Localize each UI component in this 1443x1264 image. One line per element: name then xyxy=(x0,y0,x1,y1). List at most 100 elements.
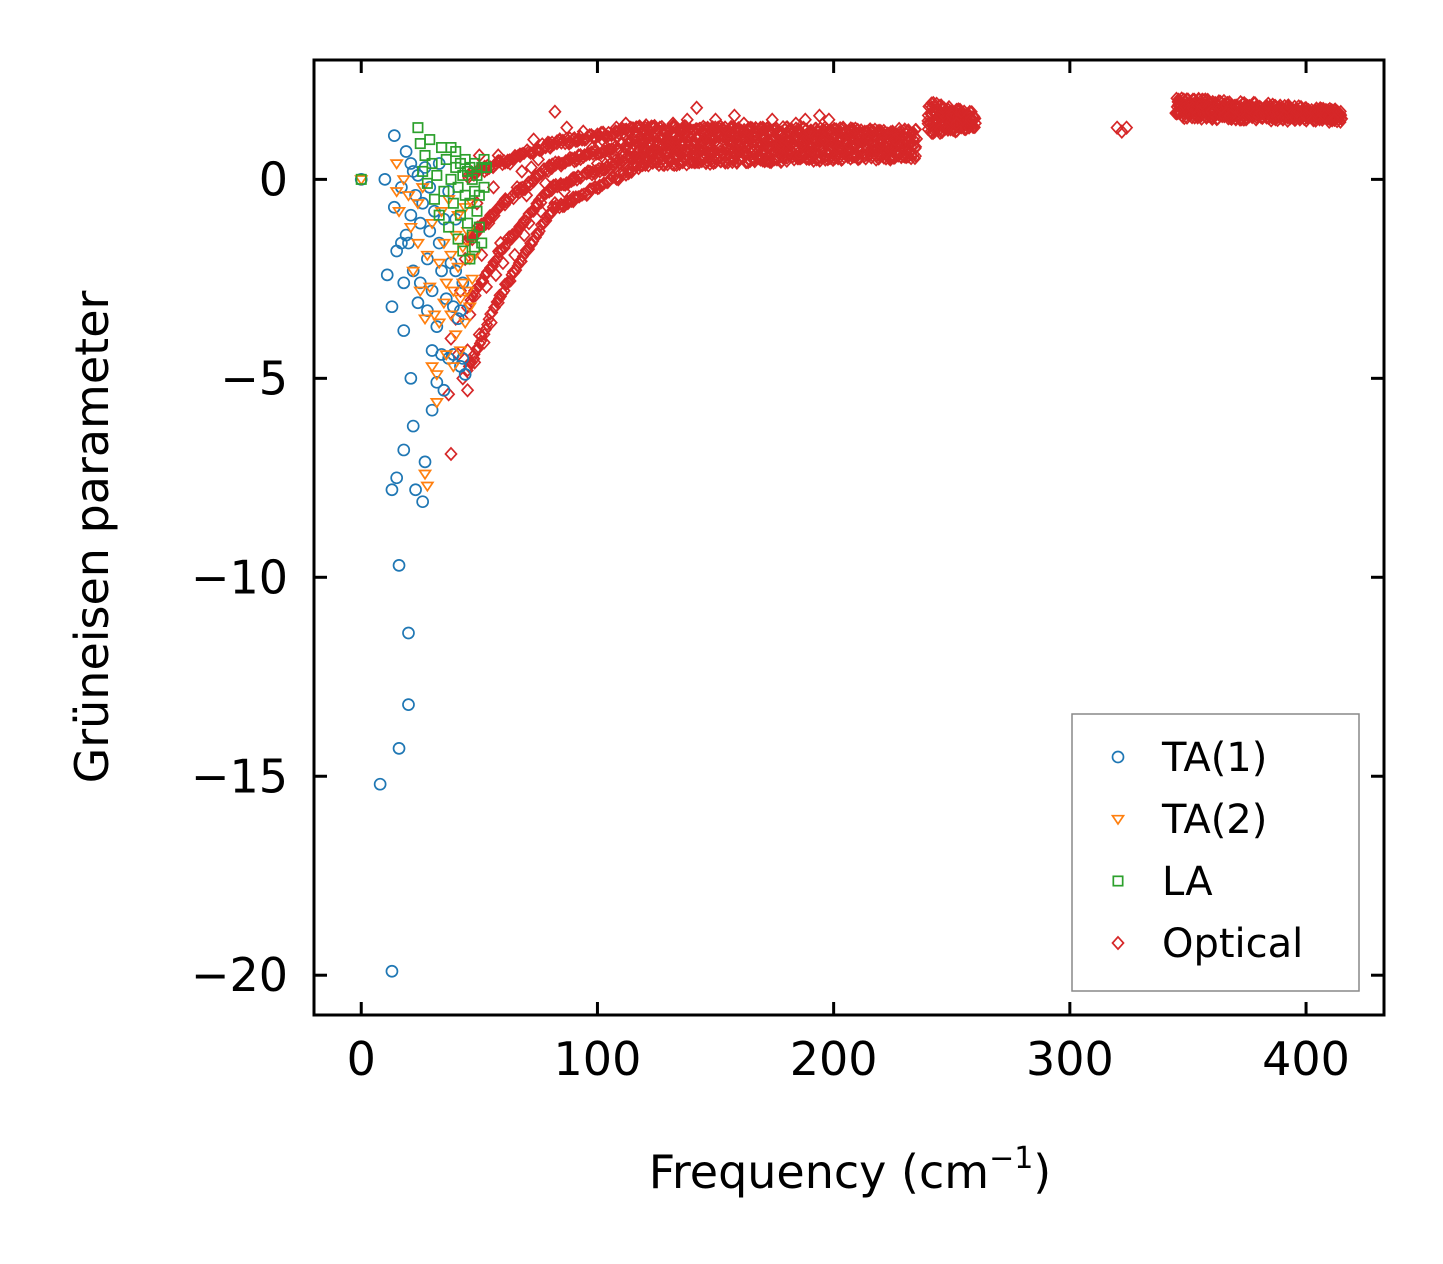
data-point xyxy=(930,112,945,128)
x-axis-label-exponent: −1 xyxy=(989,1141,1033,1176)
data-point xyxy=(531,152,546,167)
data-point xyxy=(455,278,470,290)
data-point xyxy=(557,183,572,199)
data-point xyxy=(444,446,458,462)
optical-band-point xyxy=(909,122,923,137)
data-point xyxy=(417,165,429,177)
data-point xyxy=(491,295,505,311)
data-point xyxy=(798,112,812,128)
legend-marker xyxy=(1112,875,1124,887)
data-point xyxy=(445,173,457,185)
data-point xyxy=(389,187,404,198)
optical-band-point xyxy=(535,166,548,181)
data-point xyxy=(410,238,426,250)
data-point xyxy=(478,181,490,193)
series-optical xyxy=(441,91,1349,462)
optical-band-point xyxy=(587,131,600,146)
optical-band-point xyxy=(517,182,530,197)
data-point xyxy=(534,203,548,219)
data-point xyxy=(765,112,779,128)
data-point xyxy=(418,455,432,469)
x-tick-label: 200 xyxy=(790,1032,878,1086)
data-point xyxy=(426,157,438,169)
data-point xyxy=(501,275,515,291)
data-point xyxy=(443,221,455,233)
data-point xyxy=(396,175,411,186)
data-point xyxy=(464,253,476,265)
optical-band-point xyxy=(463,355,476,370)
data-point xyxy=(595,132,609,147)
data-point xyxy=(656,128,671,143)
legend-item-ta-1-: TA(1) xyxy=(1111,735,1267,781)
data-point xyxy=(548,195,562,211)
data-point xyxy=(704,132,718,147)
optical-band-point xyxy=(539,163,553,178)
data-point xyxy=(586,140,600,155)
legend-box xyxy=(1071,713,1360,992)
x-tick-label: 300 xyxy=(1026,1032,1114,1086)
data-point xyxy=(789,116,803,131)
data-point xyxy=(453,346,468,357)
data-point xyxy=(756,120,770,135)
y-tick-label: 0 xyxy=(259,152,288,206)
data-point xyxy=(628,128,642,143)
data-point xyxy=(524,160,538,175)
data-point xyxy=(420,250,435,262)
data-point xyxy=(425,218,440,230)
optical-band-point xyxy=(524,178,537,192)
data-point xyxy=(751,148,765,163)
data-point xyxy=(831,140,846,155)
data-point xyxy=(416,196,430,210)
data-point xyxy=(505,227,520,243)
data-point xyxy=(949,116,964,131)
data-point xyxy=(452,233,464,245)
optical-band-point xyxy=(652,158,666,173)
data-point xyxy=(633,152,647,167)
data-point xyxy=(647,120,661,135)
optical-band-point xyxy=(968,111,981,125)
data-point xyxy=(538,176,553,191)
series-ta-2- xyxy=(354,159,482,493)
data-point xyxy=(694,140,709,155)
data-point xyxy=(438,185,450,197)
optical-band-point xyxy=(530,227,543,241)
data-point xyxy=(425,284,439,298)
data-point xyxy=(493,235,508,251)
data-point xyxy=(416,495,430,509)
data-point xyxy=(443,250,459,262)
data-point xyxy=(448,230,463,242)
data-point xyxy=(562,136,576,151)
data-point xyxy=(443,310,459,322)
data-point xyxy=(576,124,590,139)
data-point xyxy=(864,124,879,139)
data-point xyxy=(600,160,614,175)
data-point xyxy=(421,177,433,189)
data-point xyxy=(432,236,446,250)
data-point xyxy=(466,229,478,241)
data-point xyxy=(419,149,431,162)
data-point xyxy=(723,128,737,143)
data-point xyxy=(746,128,760,143)
data-point xyxy=(604,136,619,151)
data-point xyxy=(402,698,415,711)
data-point xyxy=(1318,108,1332,124)
data-point xyxy=(373,777,387,791)
data-point xyxy=(1223,108,1238,124)
data-point xyxy=(1204,104,1219,120)
data-point xyxy=(402,626,415,640)
data-point xyxy=(399,145,413,158)
data-point xyxy=(401,191,416,202)
data-point xyxy=(1115,124,1129,139)
data-point xyxy=(404,371,418,385)
data-point xyxy=(467,283,482,299)
data-series xyxy=(354,91,1349,978)
optical-band-point xyxy=(630,120,643,134)
data-point xyxy=(404,157,418,170)
data-point xyxy=(845,124,860,139)
data-point xyxy=(680,112,694,128)
data-point xyxy=(478,153,490,166)
data-point xyxy=(431,169,443,181)
data-point xyxy=(467,355,482,370)
data-point xyxy=(503,156,517,171)
